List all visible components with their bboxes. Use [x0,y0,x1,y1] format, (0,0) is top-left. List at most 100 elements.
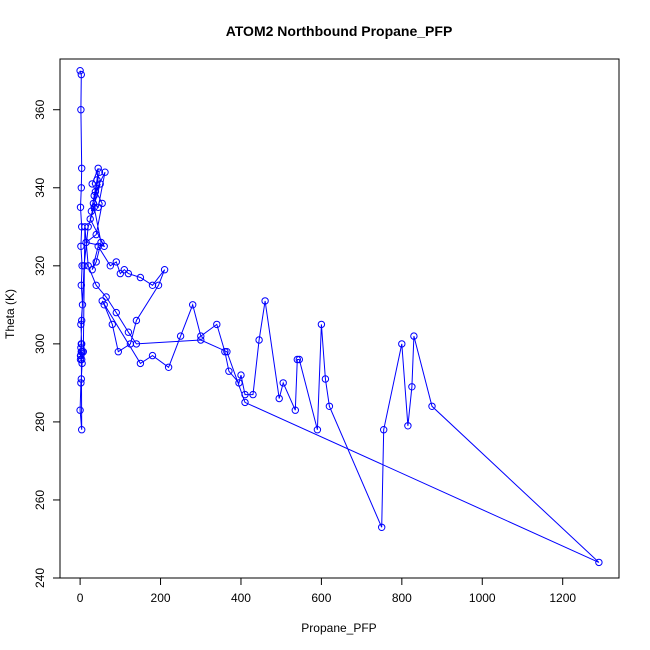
data-point [114,348,123,356]
x-tick-label: 400 [231,591,251,605]
data-point [81,223,89,231]
data-point [87,207,96,215]
data-point [80,262,88,270]
data-point [197,336,205,344]
data-point [78,301,87,309]
data-point [408,383,416,391]
x-tick-label: 200 [151,591,171,605]
data-point [92,230,100,239]
y-tick-label: 360 [33,99,47,119]
plot-frame [59,58,620,579]
data-point [235,379,243,387]
data-point [98,297,106,305]
data-point [77,281,86,289]
data-point [291,406,299,414]
data-point [380,426,388,434]
data-point [92,281,100,289]
chart-title: ATOM2 Northbound Propane_PFP [226,23,453,39]
data-point [112,308,121,317]
data-point [77,70,86,79]
data-point [78,426,86,434]
data-point [313,426,322,434]
data-point [77,375,86,383]
data-point [94,242,102,251]
data-point [100,301,108,309]
data-point [84,262,92,270]
axes: 0 200 400 600 800 1000 1200 240 260 280 300 320 340 3… [33,99,576,605]
data-point [76,67,84,75]
data-point [116,269,125,278]
data-point [249,390,257,399]
data-point [95,168,104,176]
data-point [77,242,85,251]
data-point [398,340,406,348]
data-point [136,359,145,368]
data-point [77,106,85,114]
x-tick-label: 0 [77,591,84,605]
y-tick-label: 260 [33,490,47,510]
data-point [120,266,129,274]
data-point [275,394,283,403]
data-point [102,293,110,301]
data-point [176,332,185,340]
data-point [94,164,102,173]
data-point [321,375,330,383]
data-point [225,367,233,375]
data-point [77,184,86,192]
data-point [94,203,102,212]
data-point [77,340,86,348]
data-point [241,398,249,407]
data-point [76,406,84,414]
data-point [124,328,133,336]
data-point [132,340,141,348]
data-point [89,199,98,208]
data-point [325,402,334,410]
data-point [164,363,173,371]
data-point [223,348,231,356]
data-point [90,191,98,200]
data-point [154,281,163,289]
data-point [78,164,86,173]
series-line [79,70,600,563]
data-point [595,558,603,567]
data-point [255,336,263,344]
data-point [213,320,221,329]
data-point [78,316,86,325]
data-point [148,351,157,360]
series-group [76,67,603,567]
data-point [160,266,169,274]
data-point [241,390,249,399]
data-point [293,355,301,364]
data-point [189,301,197,309]
data-point [77,348,86,356]
x-tick-label: 800 [392,591,412,605]
data-point [78,359,86,368]
x-axis-label: Propane_PFP [301,621,376,635]
data-point [132,316,141,325]
data-point [86,215,94,223]
y-tick-label: 340 [33,177,47,197]
data-point [92,258,100,266]
data-point [98,199,106,208]
data-point [428,402,436,410]
y-axis-label: Theta (K) [3,289,17,339]
data-point [88,266,96,274]
x-tick-label: 1000 [469,591,496,605]
data-point [79,348,88,356]
data-point [77,320,85,329]
data-point [136,273,145,282]
data-point [279,379,287,387]
data-point [237,371,245,379]
data-point [108,320,117,329]
data-point [124,269,133,278]
data-point [295,355,303,364]
data-point [317,320,326,329]
data-point [76,203,85,212]
y-tick-label: 240 [33,568,47,588]
data-point [78,355,86,364]
data-point [93,176,101,184]
data-point [112,258,121,266]
data-point [84,223,92,231]
data-point [101,168,109,176]
